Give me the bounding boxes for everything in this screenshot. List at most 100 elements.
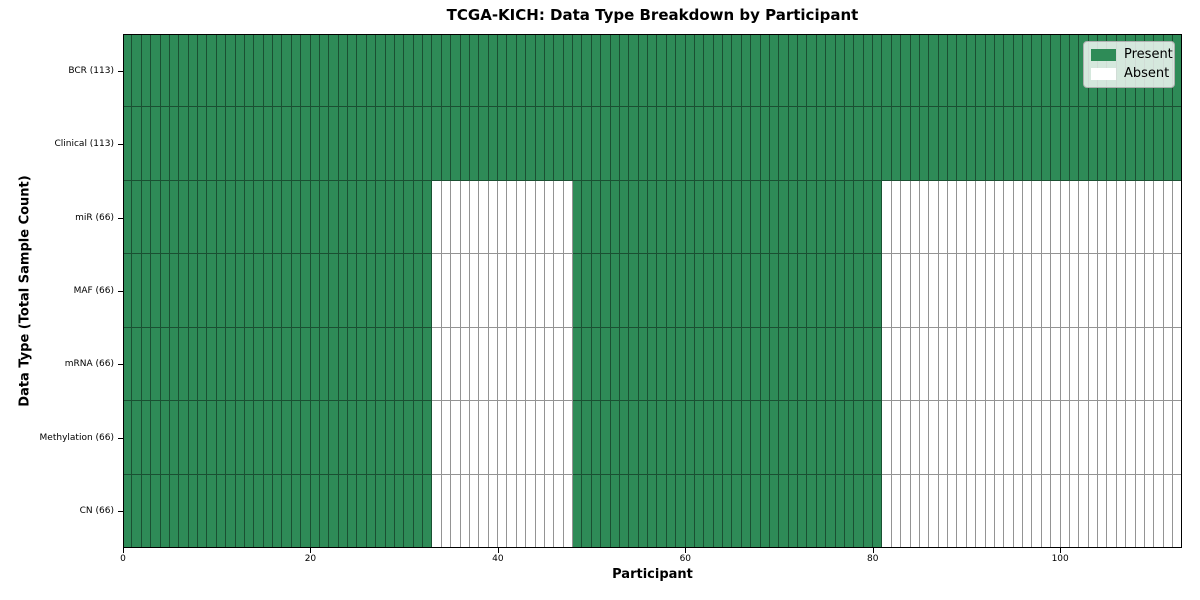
cell-present <box>310 107 320 181</box>
y-tick-mark <box>118 71 123 72</box>
cell-present <box>423 327 433 402</box>
cell-present <box>198 401 208 475</box>
cell-present <box>582 254 592 328</box>
cell-absent <box>441 254 452 328</box>
cell-present <box>357 327 367 402</box>
cell-present <box>844 107 855 181</box>
cell-present <box>835 107 845 181</box>
cell-present <box>348 254 358 328</box>
cell-present <box>732 401 742 475</box>
cell-present <box>366 474 377 548</box>
cell-present <box>329 107 339 181</box>
cell-present <box>657 474 667 548</box>
cell-absent <box>1135 401 1145 475</box>
cell-present <box>1023 34 1033 108</box>
cell-absent <box>460 327 470 402</box>
cell-present <box>132 401 142 475</box>
cell-present <box>891 107 902 181</box>
cell-present <box>704 254 714 328</box>
chart-title: TCGA-KICH: Data Type Breakdown by Partic… <box>446 6 859 24</box>
cell-present <box>629 327 639 402</box>
cell-present <box>629 401 639 475</box>
cell-present <box>469 34 480 108</box>
cell-present <box>413 474 423 548</box>
cell-present <box>610 34 620 108</box>
cell-present <box>610 401 620 475</box>
x-tick-label: 60 <box>679 554 692 564</box>
cell-present <box>291 34 302 108</box>
cell-present <box>666 180 677 255</box>
cell-absent <box>460 401 470 475</box>
cell-present <box>676 254 686 328</box>
cell-present <box>854 327 864 402</box>
cell-absent <box>516 254 527 328</box>
cell-present <box>404 474 414 548</box>
cell-present <box>357 34 367 108</box>
cell-present <box>835 254 845 328</box>
cell-present <box>826 107 836 181</box>
cell-present <box>273 107 283 181</box>
cell-present <box>132 107 142 181</box>
cell-absent <box>891 254 902 328</box>
cell-present <box>291 474 302 548</box>
cell-absent <box>507 327 517 402</box>
x-tick-label: 0 <box>120 554 126 564</box>
cell-absent <box>554 401 564 475</box>
cell-present <box>638 254 648 328</box>
cell-present <box>207 34 217 108</box>
cell-present <box>263 327 273 402</box>
cell-present <box>357 180 367 255</box>
cell-present <box>385 474 395 548</box>
cell-present <box>638 401 648 475</box>
cell-present <box>591 401 602 475</box>
cell-present <box>207 254 217 328</box>
cell-absent <box>938 401 948 475</box>
cell-absent <box>910 401 920 475</box>
cell-present <box>629 180 639 255</box>
cell-present <box>610 327 620 402</box>
cell-absent <box>1051 254 1061 328</box>
cell-present <box>769 34 780 108</box>
cell-present <box>291 107 302 181</box>
cell-present <box>366 34 377 108</box>
cell-absent <box>469 474 480 548</box>
cell-present <box>873 401 883 475</box>
cell-present <box>1051 34 1061 108</box>
cell-absent <box>498 474 508 548</box>
cell-present <box>873 180 883 255</box>
cell-present <box>357 254 367 328</box>
cell-present <box>657 107 667 181</box>
cell-present <box>863 107 873 181</box>
cell-present <box>319 327 330 402</box>
cell-absent <box>901 474 911 548</box>
cell-absent <box>488 401 498 475</box>
cell-present <box>760 107 770 181</box>
cell-present <box>713 180 723 255</box>
cell-absent <box>1154 401 1164 475</box>
cell-present <box>1107 107 1117 181</box>
cell-present <box>844 327 855 402</box>
cell-present <box>938 34 948 108</box>
cell-present <box>413 401 423 475</box>
cell-absent <box>910 474 920 548</box>
cell-present <box>235 180 245 255</box>
cell-absent <box>1126 474 1136 548</box>
cell-absent <box>1107 474 1117 548</box>
cell-absent <box>432 254 442 328</box>
cell-present <box>1051 107 1061 181</box>
cell-absent <box>460 180 470 255</box>
cell-present <box>751 401 761 475</box>
cell-present <box>301 254 311 328</box>
cell-present <box>563 34 573 108</box>
cell-present <box>432 34 442 108</box>
cell-present <box>179 254 189 328</box>
cell-present <box>413 34 423 108</box>
cell-present <box>179 34 189 108</box>
cell-absent <box>901 254 911 328</box>
cell-absent <box>1098 180 1108 255</box>
cell-present <box>676 474 686 548</box>
cell-present <box>582 34 592 108</box>
cell-present <box>216 401 227 475</box>
cell-present <box>835 474 845 548</box>
cell-absent <box>1144 474 1155 548</box>
